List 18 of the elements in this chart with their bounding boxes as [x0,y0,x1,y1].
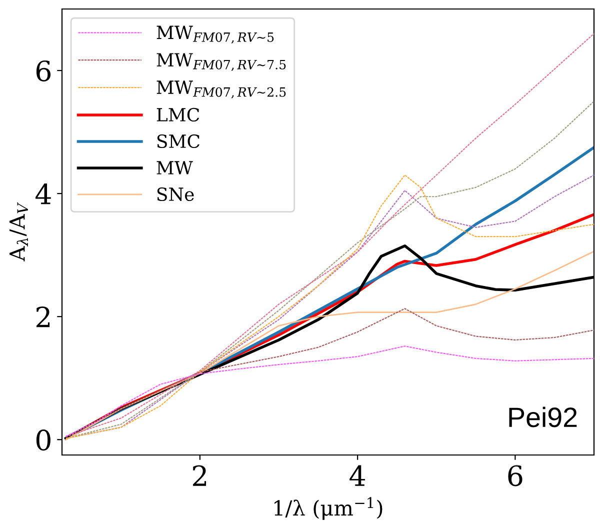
y-tick-label: 0 [36,430,50,451]
legend-label: MW [156,161,193,174]
legend-label: SNe [157,187,194,202]
y-tick-label: 4 [35,183,51,204]
x-tick-label: 4 [350,465,365,486]
legend-label: SMC [157,134,200,148]
line-series [65,346,594,438]
annotation: Pei92 [509,406,577,428]
y-axis-title: A$_{λ}$/A$_{V}$ [10,202,28,262]
y-tick-label: 2 [36,306,50,328]
x-tick-label: 6 [508,465,522,486]
legend-label: MW$_{FM07,RV∼7.5}$ [156,53,286,71]
y-tick-label: 6 [36,60,51,82]
legend-label: LMC [156,108,200,122]
x-axis-title: 1/λ (μm$^{−1}$) [274,497,382,520]
x-tick-label: 2 [192,465,206,486]
legend-label: MW$_{FM07,RV∼5}$ [156,26,274,44]
legend-label: MW$_{FM07,RV∼2.5}$ [156,80,286,98]
